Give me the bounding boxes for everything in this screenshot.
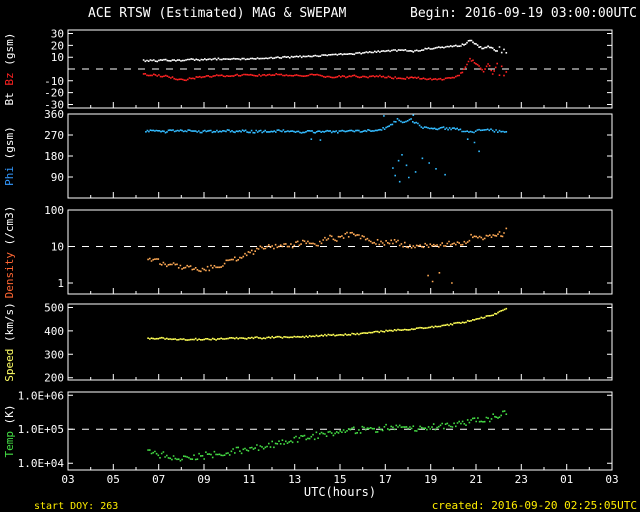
y-axis-title: Speed (km/s) — [3, 302, 16, 382]
y-axis-title: Density (/cm3) — [3, 206, 16, 299]
x-tick-label: 09 — [197, 473, 210, 486]
y-tick-label: 300 — [44, 348, 64, 361]
y-tick-label: -30 — [44, 99, 64, 112]
y-tick-label: 10 — [51, 51, 64, 64]
y-tick-label: 1 — [57, 277, 64, 290]
y-tick-label: 20 — [51, 39, 64, 52]
y-tick-label: 10 — [51, 241, 64, 254]
y-tick-label: 30 — [51, 28, 64, 41]
x-tick-label: 03 — [61, 473, 74, 486]
panel-border — [67, 303, 613, 381]
y-tick-label: 500 — [44, 302, 64, 315]
y-axis-title: Temp (K) — [3, 405, 16, 458]
page-title: ACE RTSW (Estimated) MAG & SWEPAM — [88, 6, 347, 21]
created-timestamp: created: 2016-09-20 02:25:05UTC — [431, 499, 637, 512]
y-axis-title: Bt Bz (gsm) — [3, 33, 16, 106]
x-tick-label: 07 — [152, 473, 165, 486]
panel-density: 100 10 1 Density (/cm3) — [3, 204, 613, 299]
y-tick-label: 100 — [44, 204, 64, 217]
series-Bt — [142, 39, 508, 63]
series-Bz — [142, 57, 508, 82]
start-doy-label: start DOY: 263 — [34, 501, 119, 512]
panel-border — [67, 113, 613, 199]
y-tick-label: 180 — [44, 150, 64, 163]
x-tick-label: 13 — [288, 473, 301, 486]
panel-border — [67, 209, 613, 295]
y-tick-label: 1.0E+06 — [18, 389, 64, 402]
plot-header: ACE RTSW (Estimated) MAG & SWEPAM Begin:… — [88, 6, 637, 21]
x-axis-label: UTC(hours) — [303, 485, 377, 499]
y-axis-title: Phi (gsm) — [3, 126, 16, 186]
y-tick-label: 200 — [44, 372, 64, 385]
begin-timestamp: Begin: 2016-09-19 03:00:00UTC — [410, 6, 637, 21]
x-tick-label: 11 — [243, 473, 256, 486]
y-tick-label: 360 — [44, 108, 64, 121]
panel-speed: 500 400 300 200 Speed (km/s) — [3, 302, 613, 385]
series-Temp — [147, 410, 508, 462]
x-tick-label: 01 — [560, 473, 573, 486]
y-tick-label: 1.0E+04 — [18, 457, 65, 470]
series-Density — [147, 227, 508, 273]
y-tick-label: 270 — [44, 129, 64, 142]
y-tick-label: 1.0E+05 — [18, 423, 64, 436]
x-tick-label: 15 — [333, 473, 346, 486]
x-tick-label: 05 — [107, 473, 120, 486]
series-Phi-outliers — [310, 114, 480, 183]
series-Density-outliers — [427, 272, 453, 284]
y-tick-label: 400 — [44, 325, 64, 338]
series-Phi — [145, 118, 508, 134]
series-Speed — [147, 307, 508, 341]
x-tick-label: 21 — [469, 473, 482, 486]
y-tick-label: 90 — [51, 171, 64, 184]
x-axis-labels: 03 05 07 09 11 13 15 17 19 21 23 01 03 — [61, 473, 618, 486]
panel-phi: 360 270 180 90 Phi (gsm) — [3, 108, 613, 199]
x-tick-label: 03 — [605, 473, 618, 486]
x-tick-label: 17 — [379, 473, 392, 486]
x-tick-label: 23 — [515, 473, 528, 486]
x-tick-label: 19 — [424, 473, 437, 486]
plot-footer: start DOY: 263 created: 2016-09-20 02:25… — [34, 499, 637, 512]
y-tick-label: -20 — [44, 87, 64, 100]
y-tick-label: -10 — [44, 75, 64, 88]
